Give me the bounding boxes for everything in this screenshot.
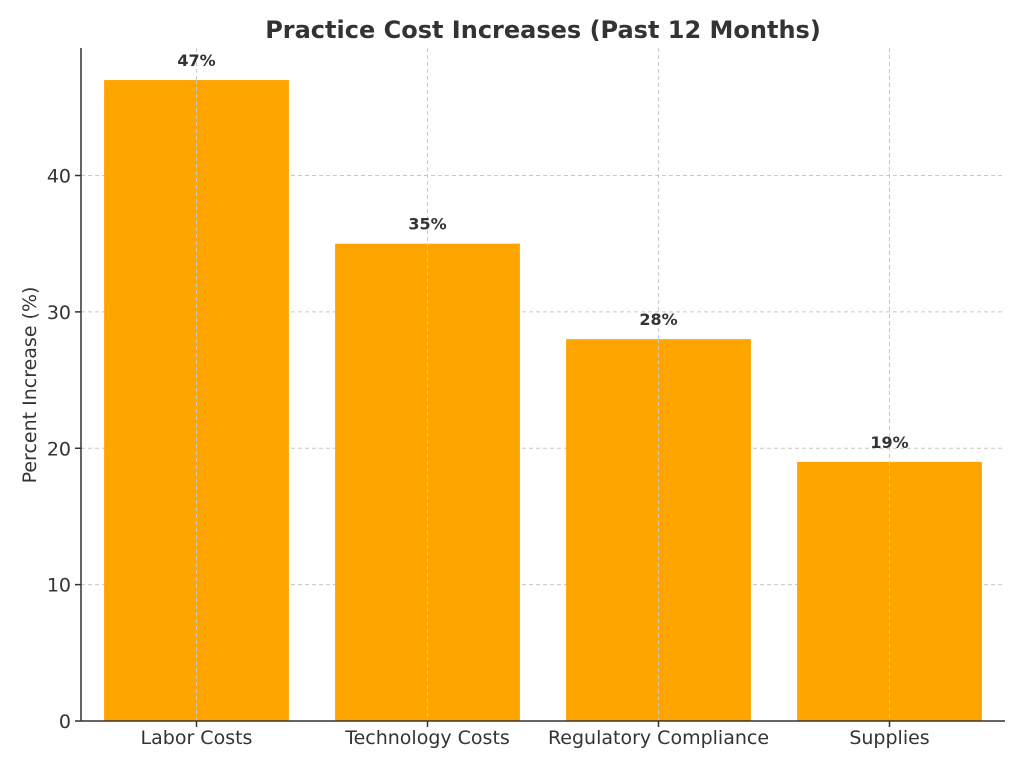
data-label: 35% [408, 215, 446, 234]
y-tick-label: 10 [47, 575, 71, 597]
y-tick-label: 30 [47, 302, 71, 324]
y-tick-label: 20 [47, 438, 71, 460]
data-label: 19% [870, 433, 908, 452]
data-label: 47% [177, 51, 215, 70]
x-tick-label: Regulatory Compliance [548, 727, 769, 749]
chart-title: Practice Cost Increases (Past 12 Months) [265, 16, 821, 44]
y-tick-label: 0 [59, 711, 71, 733]
y-axis-label: Percent Increase (%) [19, 287, 41, 484]
bar-labor-costs [104, 80, 289, 722]
x-tick-label: Supplies [849, 727, 929, 749]
y-tick-label: 40 [47, 166, 71, 188]
axes-layer: 0 10 20 30 40 Labor Costs Technology Costs Regu… [47, 48, 1005, 749]
x-tick-label: Technology Costs [344, 727, 510, 749]
x-tick-label: Labor Costs [141, 727, 253, 749]
data-label: 28% [639, 310, 677, 329]
labels-layer: 47% 35% 28% 19% [177, 51, 908, 452]
bars-layer [104, 80, 982, 722]
